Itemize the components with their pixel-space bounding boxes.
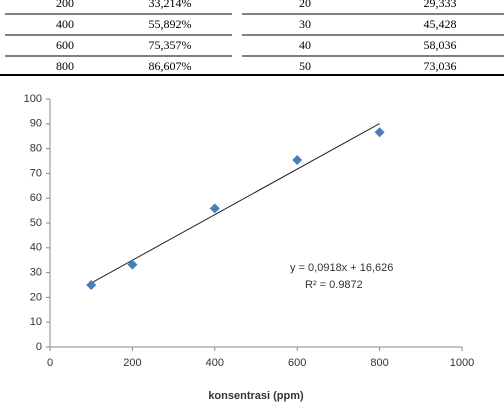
table-cell: 75,357% <box>149 38 192 52</box>
y-tick-label: 80 <box>30 143 42 155</box>
table-cell: 33,214% <box>149 0 192 10</box>
x-tick-label: 600 <box>288 357 306 369</box>
table-cell: 86,607% <box>149 59 192 73</box>
table-cell: 400 <box>56 17 74 31</box>
y-tick-label: 20 <box>30 291 42 303</box>
x-tick-label: 800 <box>370 357 388 369</box>
point <box>127 259 138 270</box>
table-cell: 50 <box>299 59 311 73</box>
equation: y = 0,0918x + 16,626 <box>290 262 393 274</box>
y-tick-label: 30 <box>30 267 42 279</box>
x-tick-label: 200 <box>123 357 141 369</box>
table-cell: 600 <box>56 38 74 52</box>
y-tick-label: 90 <box>30 118 42 130</box>
point <box>374 127 385 138</box>
table-cell: 40 <box>299 38 311 52</box>
y-tick-label: 60 <box>30 192 42 204</box>
table-cell: 73,036 <box>424 59 457 73</box>
table-cell: 45,428 <box>424 17 457 31</box>
x-tick-label: 400 <box>206 357 224 369</box>
point <box>209 203 220 214</box>
table-cell: 20 <box>299 0 311 10</box>
x-tick-label: 1000 <box>450 357 474 369</box>
y-tick-label: 40 <box>30 242 42 254</box>
table-cell: 30 <box>299 17 311 31</box>
table-cell: 55,892% <box>149 17 192 31</box>
table-cell: 200 <box>56 0 74 10</box>
point <box>86 280 97 290</box>
y-tick-label: 10 <box>30 316 42 328</box>
r-squared: R² = 0.9872 <box>305 279 363 291</box>
point <box>292 155 303 166</box>
x-tick-label: 0 <box>47 357 53 369</box>
table-cell: 29,333 <box>424 0 457 10</box>
table-cell: 800 <box>56 59 74 73</box>
x-axis-title: konsentrasi (ppm) <box>208 390 304 402</box>
y-tick-label: 0 <box>36 341 42 353</box>
y-tick-label: 100 <box>24 93 42 105</box>
y-tick-label: 70 <box>30 167 42 179</box>
y-tick-label: 50 <box>30 217 42 229</box>
trendline <box>90 123 380 284</box>
table-cell: 58,036 <box>424 38 457 52</box>
